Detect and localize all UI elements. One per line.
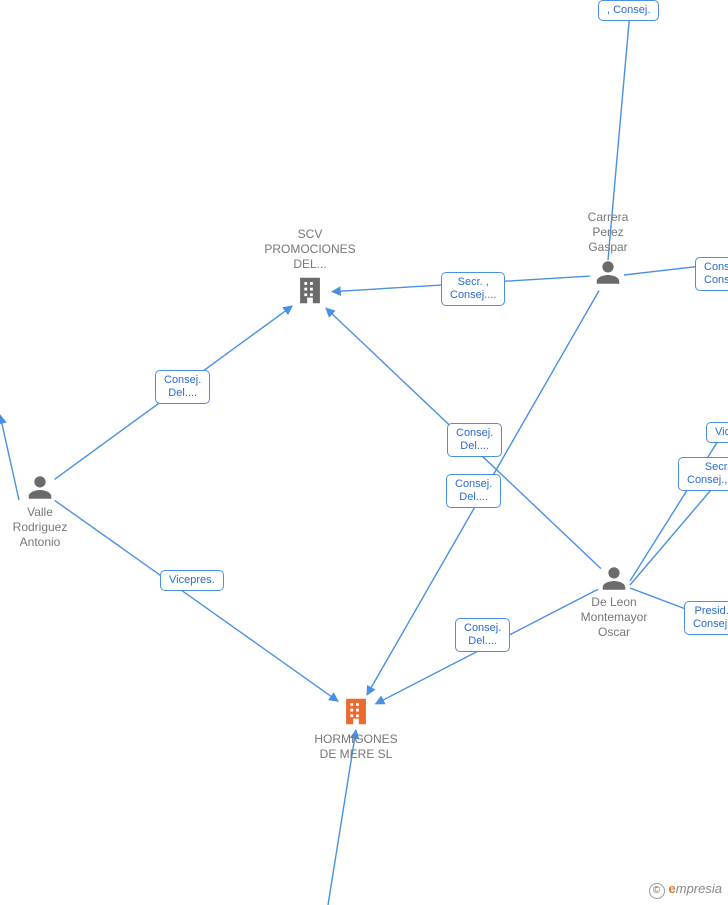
edge-label[interactable]: Consej. Del.... — [446, 474, 501, 508]
person-icon — [25, 473, 55, 503]
edges-layer — [0, 0, 728, 905]
watermark: © empresia — [649, 881, 722, 899]
edge-label[interactable]: Vice — [706, 422, 728, 443]
edge-label[interactable]: Consej. Del.... — [447, 423, 502, 457]
node-hormig[interactable] — [339, 695, 373, 734]
edge-label[interactable]: Secr. Consej.,Con — [678, 457, 728, 491]
node-label: Valle Rodriguez Antonio — [13, 505, 68, 550]
node-carrera[interactable] — [593, 258, 623, 293]
company-icon — [293, 274, 327, 308]
node-scv[interactable] — [293, 274, 327, 313]
edge-label[interactable]: Consej. Del.... — [455, 618, 510, 652]
node-valle[interactable] — [25, 473, 55, 508]
graph-canvas — [0, 0, 728, 905]
person-icon — [599, 564, 629, 594]
edge-label[interactable]: , Consej. — [598, 0, 659, 21]
node-label: Carrera Perez Gaspar — [588, 210, 629, 255]
company-icon — [339, 695, 373, 729]
node-label: SCV PROMOCIONES DEL... — [264, 227, 355, 272]
person-icon — [593, 258, 623, 288]
edge — [630, 425, 728, 581]
node-label: HORMIGONES DE MERE SL — [314, 732, 397, 762]
edge-label[interactable]: Vicepres. — [160, 570, 224, 591]
edge — [0, 415, 19, 500]
edge-label[interactable]: Secr. , Consej.... — [441, 272, 505, 306]
edge-label[interactable]: Consej. Del.... — [155, 370, 210, 404]
brand-rest: mpresia — [676, 881, 722, 896]
node-deleon[interactable] — [599, 564, 629, 599]
copyright-icon: © — [649, 883, 665, 899]
node-label: De Leon Montemayor Oscar — [581, 595, 648, 640]
brand-c: e — [669, 881, 676, 896]
edge-label[interactable]: Presid. Consej. — [684, 601, 728, 635]
edge-label[interactable]: Conse Conse — [695, 257, 728, 291]
edge — [55, 500, 338, 701]
